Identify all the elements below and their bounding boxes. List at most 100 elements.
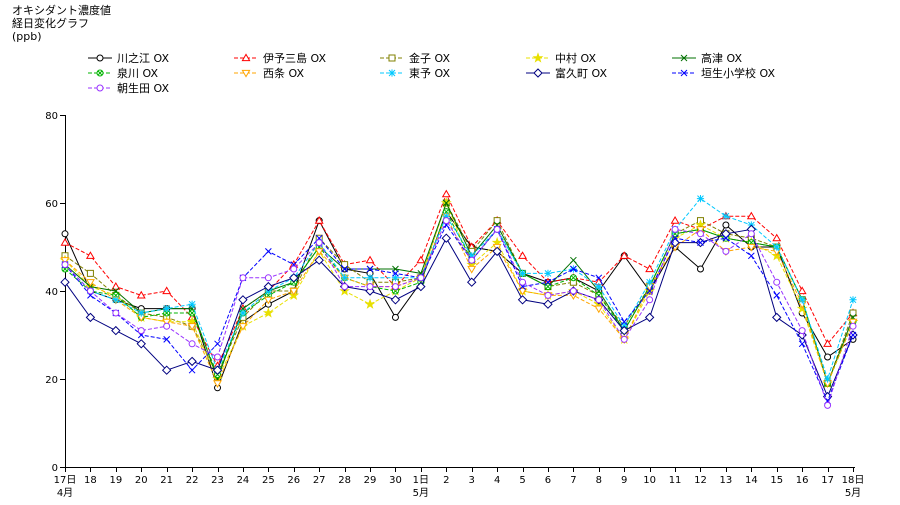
series-5-line xyxy=(64,201,854,385)
series-9-line xyxy=(64,228,854,398)
series-3-point-32 xyxy=(849,309,857,317)
x-month-label: 4月 xyxy=(57,487,73,499)
series-11-point-27 xyxy=(722,247,730,255)
series-2-point-16 xyxy=(441,189,451,198)
series-11-point-2 xyxy=(86,287,94,295)
series-8-point-13 xyxy=(366,274,374,282)
series-2-point-19 xyxy=(518,251,528,259)
series-3 xyxy=(61,199,857,387)
series-5 xyxy=(61,199,857,387)
series-10-point-7 xyxy=(214,340,221,348)
series-10-point-30 xyxy=(798,340,806,348)
chart-subtitle: 経日変化グラフ xyxy=(12,16,89,30)
series-11-point-19 xyxy=(519,278,527,286)
series-7-point-17 xyxy=(467,265,477,274)
x-tick-label: 1日 xyxy=(413,475,429,486)
series-7-point-1 xyxy=(60,257,70,265)
series-11-point-30 xyxy=(798,327,806,335)
legend-item-4: 中村 OX xyxy=(526,51,596,65)
series-9-point-3 xyxy=(111,325,121,336)
x-tick-label: 25 xyxy=(262,475,275,486)
x-tick-label: 29 xyxy=(364,475,377,486)
series-6-point-21 xyxy=(569,274,577,282)
series-8-point-3 xyxy=(112,296,120,304)
series-10-point-29 xyxy=(773,292,781,299)
chart-title: オキシダント濃度値 xyxy=(12,3,111,17)
series-10-point-6 xyxy=(188,366,196,374)
series-11-point-20 xyxy=(544,291,552,299)
series-1-line xyxy=(64,210,854,390)
series-7-point-32 xyxy=(848,318,858,327)
x-tick-label: 23 xyxy=(211,475,224,486)
series-6-line xyxy=(64,210,854,385)
series-8-point-17 xyxy=(468,252,476,260)
series-11-point-25 xyxy=(671,225,679,233)
series-9-point-7 xyxy=(212,365,223,375)
x-month-label: 5月 xyxy=(413,487,429,499)
legend-marker xyxy=(96,54,104,62)
legend-label: 垣生小学校 OX xyxy=(701,66,775,80)
series-10-point-12 xyxy=(341,265,348,273)
series-2-point-2 xyxy=(85,251,95,259)
x-tick-label: 17日 xyxy=(54,475,77,486)
series-2-point-29 xyxy=(772,233,782,242)
series-11-point-9 xyxy=(264,274,272,282)
y-tick-label: 60 xyxy=(45,199,58,210)
legend-item-11: 朝生田 OX xyxy=(88,81,169,95)
series-7-point-26 xyxy=(696,226,705,234)
series-1-point-1 xyxy=(61,230,69,238)
series-1-point-27 xyxy=(722,221,730,229)
legend-label: 高津 OX xyxy=(701,51,742,65)
series-1-point-26 xyxy=(696,265,704,273)
series-11-point-12 xyxy=(341,283,349,291)
series-8-point-22 xyxy=(595,283,603,291)
series-9-point-9 xyxy=(263,281,274,292)
y-tick-label: 80 xyxy=(45,111,58,122)
series-11-point-1 xyxy=(61,261,69,269)
series-8-point-26 xyxy=(696,195,705,203)
legend-item-7: 西条 OX xyxy=(234,66,304,80)
series-8-point-24 xyxy=(646,278,654,286)
y-axis-unit-label: (ppb) xyxy=(12,30,42,43)
series-2-point-4 xyxy=(136,290,146,299)
series-7-line xyxy=(64,214,854,385)
series-9-point-20 xyxy=(543,299,553,309)
series-3-line xyxy=(64,201,854,385)
legend-item-1: 川之江 OX xyxy=(88,51,169,65)
series-8-point-16 xyxy=(442,212,450,220)
series-8-point-27 xyxy=(722,212,730,220)
series-6-point-5 xyxy=(163,309,171,317)
series-8-line xyxy=(64,197,854,381)
series-10-point-26 xyxy=(697,239,704,246)
series-2-line xyxy=(64,192,854,367)
series-9-point-29 xyxy=(772,312,782,323)
series-8-point-30 xyxy=(798,296,806,304)
x-tick-label: 11 xyxy=(669,475,682,486)
legend: 川之江 OX 伊予三島 OX 金子 OX 中村 OX 高津 OX 泉川 OX 西条 OX 東予… xyxy=(88,51,775,95)
series-9-point-4 xyxy=(136,339,146,349)
series-8-point-5 xyxy=(163,305,171,313)
legend-label: 中村 OX xyxy=(555,51,596,65)
series-10-line xyxy=(64,224,854,403)
legend-marker xyxy=(241,53,251,62)
legend-marker xyxy=(241,69,251,78)
series-8 xyxy=(61,195,857,383)
series-2-point-11 xyxy=(314,216,324,224)
series-2-point-28 xyxy=(746,211,756,220)
legend-item-10: 垣生小学校 OX xyxy=(672,66,775,80)
x-tick-label: 13 xyxy=(720,475,733,486)
series-7-point-11 xyxy=(314,248,324,256)
series-8-point-29 xyxy=(773,243,781,251)
x-tick-label: 3 xyxy=(469,475,475,486)
plot-area xyxy=(59,189,859,409)
series-11-point-23 xyxy=(620,335,628,343)
x-tick-label: 12 xyxy=(694,475,707,486)
legend-item-9: 富久町 OX xyxy=(526,66,607,80)
series-9-point-23 xyxy=(619,325,629,336)
series-2-point-1 xyxy=(60,238,70,246)
series-11-point-3 xyxy=(112,309,120,317)
series-11-point-11 xyxy=(315,239,323,247)
series-9-point-19 xyxy=(517,295,528,305)
x-tick-label: 30 xyxy=(389,475,402,486)
